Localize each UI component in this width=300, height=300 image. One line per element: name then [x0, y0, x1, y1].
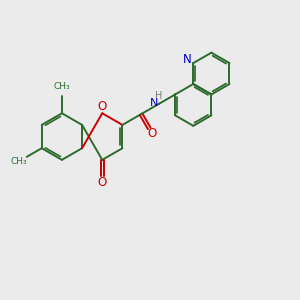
Text: O: O [98, 100, 107, 113]
Text: O: O [148, 127, 157, 140]
Text: O: O [98, 176, 107, 189]
Text: H: H [155, 91, 163, 101]
Text: CH₃: CH₃ [10, 157, 27, 166]
Text: N: N [150, 98, 158, 108]
Text: N: N [183, 53, 192, 66]
Text: CH₃: CH₃ [54, 82, 70, 91]
